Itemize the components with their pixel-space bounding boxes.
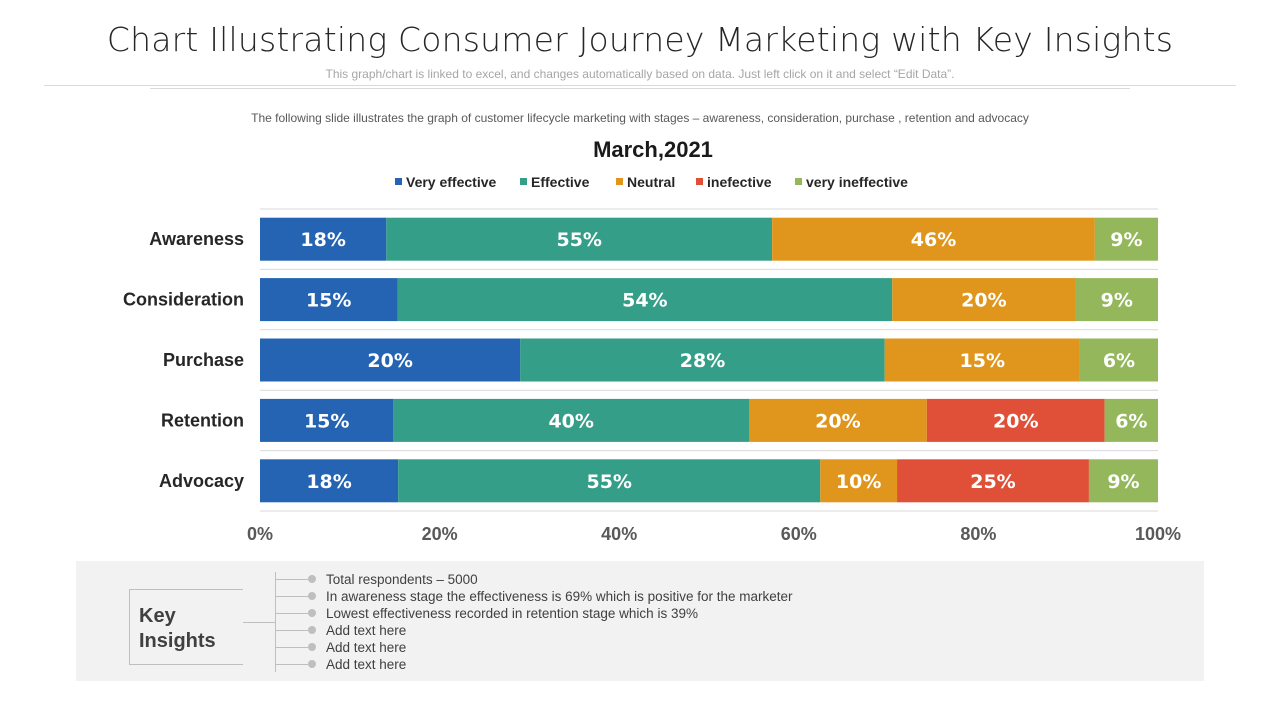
insight-text: Add text here [326, 623, 407, 638]
category-label: Advocacy [159, 471, 244, 491]
bar-segment[interactable] [1075, 278, 1158, 322]
data-label: 20% [961, 290, 1006, 312]
legend-swatch [520, 178, 527, 185]
page-subtitle: This graph/chart is linked to excel, and… [325, 67, 955, 81]
data-label: 55% [556, 229, 601, 251]
data-label: 9% [1110, 229, 1142, 251]
bar-segment[interactable] [260, 338, 521, 382]
x-tick-label: 20% [422, 524, 458, 544]
bar-segment[interactable] [892, 278, 1076, 322]
category-label: Purchase [163, 350, 244, 370]
bullet-dot-icon [308, 592, 316, 600]
data-label: 25% [970, 471, 1015, 493]
x-tick-label: 60% [781, 524, 817, 544]
insight-text: Add text here [326, 640, 407, 655]
insight-text: Add text here [326, 657, 407, 672]
data-label: 55% [586, 471, 631, 493]
insight-text: Lowest effectiveness recorded in retenti… [326, 606, 698, 621]
bar-segment[interactable] [398, 459, 821, 503]
data-label: 54% [622, 290, 667, 312]
bar-segment[interactable] [397, 278, 893, 322]
key-insights-spine [275, 572, 276, 672]
data-label: 20% [993, 410, 1038, 432]
bullet-dot-icon [308, 575, 316, 583]
key-insights-connector [243, 622, 276, 623]
insight-connector [276, 579, 308, 580]
bar-segment[interactable] [820, 459, 898, 503]
bullet-dot-icon [308, 609, 316, 617]
bar-segment[interactable] [1088, 459, 1158, 503]
data-label: 40% [548, 410, 593, 432]
data-label: 20% [367, 350, 412, 372]
bar-segment[interactable] [260, 278, 398, 322]
legend-label: Neutral [627, 174, 675, 190]
bullet-dot-icon [308, 660, 316, 668]
title-divider [44, 85, 1236, 86]
legend-label: inefective [707, 174, 772, 190]
key-insights-label: Key Insights [139, 605, 216, 652]
key-insights-panel [76, 561, 1204, 681]
bar-segment[interactable] [1094, 217, 1158, 261]
bullet-dot-icon [308, 626, 316, 634]
chart-description: The following slide illustrates the grap… [251, 111, 1029, 125]
bar-segment[interactable] [772, 217, 1095, 261]
legend-swatch [616, 178, 623, 185]
category-label: Awareness [149, 229, 244, 249]
data-label: 10% [836, 471, 881, 493]
legend-swatch [795, 178, 802, 185]
data-label: 18% [306, 471, 351, 493]
data-label: 6% [1115, 410, 1147, 432]
legend-swatch [696, 178, 703, 185]
bar-segment[interactable] [393, 398, 750, 442]
insight-connector [276, 596, 308, 597]
bar-segment[interactable] [884, 338, 1080, 382]
x-tick-label: 0% [247, 524, 273, 544]
data-label: 15% [960, 350, 1005, 372]
insight-text: In awareness stage the effectiveness is … [326, 589, 793, 604]
insight-connector [276, 613, 308, 614]
bar-segment[interactable] [260, 398, 394, 442]
bar-segment[interactable] [897, 459, 1089, 503]
data-label: 15% [306, 290, 351, 312]
legend-label: Very effective [406, 174, 496, 190]
x-tick-label: 80% [960, 524, 996, 544]
key-insights-bracket [129, 589, 243, 665]
legend-label: very ineffective [806, 174, 908, 190]
category-label: Retention [161, 410, 244, 430]
data-label: 6% [1103, 350, 1135, 372]
insight-connector [276, 630, 308, 631]
bar-segment[interactable] [1104, 398, 1158, 442]
subtitle-divider [150, 88, 1130, 89]
bar-segment[interactable] [260, 459, 399, 503]
x-tick-label: 40% [601, 524, 637, 544]
page-title: Chart Illustrating Consumer Journey Mark… [106, 20, 1174, 59]
bar-segment[interactable] [260, 217, 387, 261]
bar-segment[interactable] [926, 398, 1105, 442]
bullet-dot-icon [308, 643, 316, 651]
insight-connector [276, 664, 308, 665]
bar-segment[interactable] [520, 338, 885, 382]
chart-title: March,2021 [593, 137, 713, 162]
bar-segment[interactable] [1079, 338, 1158, 382]
data-label: 9% [1101, 290, 1133, 312]
data-label: 28% [680, 350, 725, 372]
data-label: 46% [911, 229, 956, 251]
x-tick-label: 100% [1135, 524, 1181, 544]
stacked-bar-chart[interactable]: March,2021 Very effective Effective Neutral… [0, 0, 1280, 560]
legend-swatch [395, 178, 402, 185]
data-label: 18% [300, 229, 345, 251]
insight-text: Total respondents – 5000 [326, 572, 478, 587]
data-label: 9% [1107, 471, 1139, 493]
bar-segment[interactable] [749, 398, 927, 442]
category-label: Consideration [123, 290, 244, 310]
data-label: 20% [815, 410, 860, 432]
legend-label: Effective [531, 174, 590, 190]
insight-connector [276, 647, 308, 648]
data-label: 15% [304, 410, 349, 432]
bar-segment[interactable] [386, 217, 773, 261]
